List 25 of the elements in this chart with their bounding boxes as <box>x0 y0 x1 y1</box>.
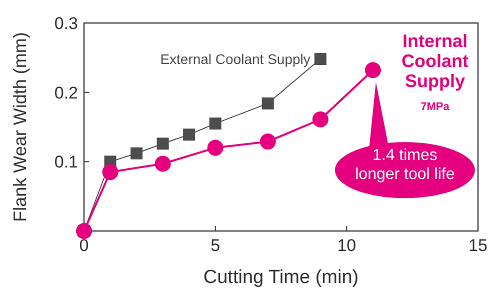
series-label: Internal Coolant Supply <box>402 31 468 91</box>
x-tick-label: 5 <box>210 236 220 255</box>
x-axis-title: Cutting Time (min) <box>203 267 359 288</box>
point <box>364 62 381 78</box>
y-tick-label: 0.1 <box>54 152 78 172</box>
point <box>207 140 224 156</box>
annotation: 7MPa <box>420 101 450 113</box>
x-tick-label: 10 <box>337 236 356 255</box>
y-tick-label: 0.3 <box>54 14 78 33</box>
point <box>156 138 169 150</box>
point <box>262 97 274 110</box>
point <box>312 111 328 128</box>
y-axis-title: Flank Wear Width (mm) <box>10 32 30 222</box>
point <box>260 134 276 150</box>
point <box>183 128 196 141</box>
point <box>130 147 143 160</box>
point <box>209 118 222 130</box>
x-tick-label: 15 <box>468 236 488 255</box>
point <box>154 156 171 172</box>
x-tick-label: 0 <box>79 236 89 255</box>
point <box>314 53 326 66</box>
point <box>102 164 118 180</box>
annotation: 1.4 times longer tool life <box>355 147 455 184</box>
y-tick-label: 0.2 <box>54 83 78 102</box>
series-label: External Coolant Supply <box>160 51 310 68</box>
